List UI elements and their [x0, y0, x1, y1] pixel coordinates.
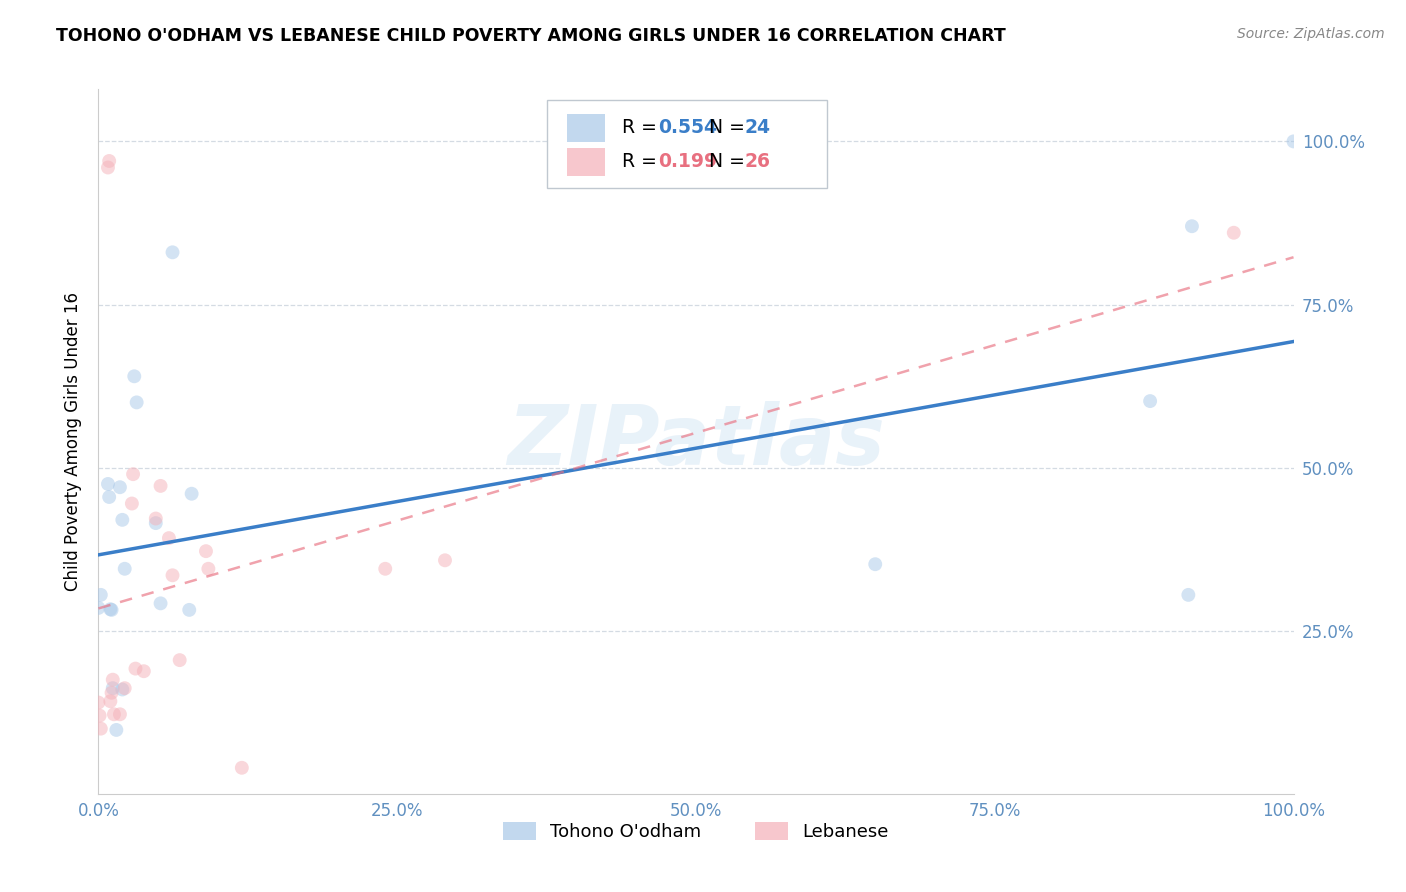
- Text: ZIPatlas: ZIPatlas: [508, 401, 884, 482]
- Point: [124, 369, 146, 384]
- Point: [179, 603, 201, 617]
- Point: [122, 467, 145, 482]
- Point: [111, 513, 134, 527]
- Point: [98, 153, 121, 168]
- Point: [1223, 226, 1246, 240]
- Point: [98, 694, 122, 708]
- Text: N =: N =: [709, 153, 751, 171]
- Text: 26: 26: [745, 153, 770, 171]
- Point: [124, 662, 146, 676]
- Point: [145, 516, 167, 530]
- Point: [90, 588, 112, 602]
- Point: [100, 686, 122, 700]
- Point: [865, 558, 887, 572]
- Text: R =: R =: [621, 153, 662, 171]
- Point: [434, 553, 457, 567]
- FancyBboxPatch shape: [547, 100, 827, 188]
- Point: [180, 487, 202, 501]
- Point: [98, 490, 121, 504]
- Point: [103, 707, 125, 722]
- Point: [108, 707, 131, 722]
- Point: [100, 603, 122, 617]
- Text: 24: 24: [745, 119, 770, 137]
- Point: [114, 562, 136, 576]
- Point: [1139, 394, 1161, 409]
- Point: [145, 511, 167, 525]
- Point: [132, 664, 155, 678]
- Point: [162, 245, 184, 260]
- Point: [125, 395, 148, 409]
- Point: [105, 723, 128, 737]
- Point: [121, 496, 143, 510]
- Text: R =: R =: [621, 119, 662, 137]
- Y-axis label: Child Poverty Among Girls Under 16: Child Poverty Among Girls Under 16: [63, 292, 82, 591]
- Point: [87, 601, 110, 615]
- Point: [162, 568, 184, 582]
- Text: TOHONO O'ODHAM VS LEBANESE CHILD POVERTY AMONG GIRLS UNDER 16 CORRELATION CHART: TOHONO O'ODHAM VS LEBANESE CHILD POVERTY…: [56, 27, 1005, 45]
- Point: [101, 673, 124, 687]
- FancyBboxPatch shape: [567, 114, 605, 142]
- Point: [169, 653, 191, 667]
- Point: [1177, 588, 1199, 602]
- FancyBboxPatch shape: [567, 148, 605, 176]
- Text: 0.199: 0.199: [658, 153, 717, 171]
- Point: [114, 681, 136, 696]
- Point: [87, 696, 110, 710]
- Point: [89, 708, 111, 723]
- Point: [149, 479, 172, 493]
- Point: [90, 722, 112, 736]
- Point: [1181, 219, 1204, 234]
- Point: [157, 531, 180, 545]
- Text: N =: N =: [709, 119, 751, 137]
- Text: Source: ZipAtlas.com: Source: ZipAtlas.com: [1237, 27, 1385, 41]
- Point: [149, 596, 172, 610]
- Point: [374, 562, 396, 576]
- Point: [97, 161, 120, 175]
- Point: [111, 682, 134, 697]
- Point: [97, 477, 120, 491]
- Point: [197, 562, 219, 576]
- Point: [1282, 135, 1305, 149]
- Point: [195, 544, 218, 558]
- Text: 0.554: 0.554: [658, 119, 717, 137]
- Legend: Tohono O'odham, Lebanese: Tohono O'odham, Lebanese: [496, 814, 896, 848]
- Point: [231, 761, 253, 775]
- Point: [108, 480, 131, 494]
- Point: [101, 681, 124, 696]
- Point: [98, 602, 122, 616]
